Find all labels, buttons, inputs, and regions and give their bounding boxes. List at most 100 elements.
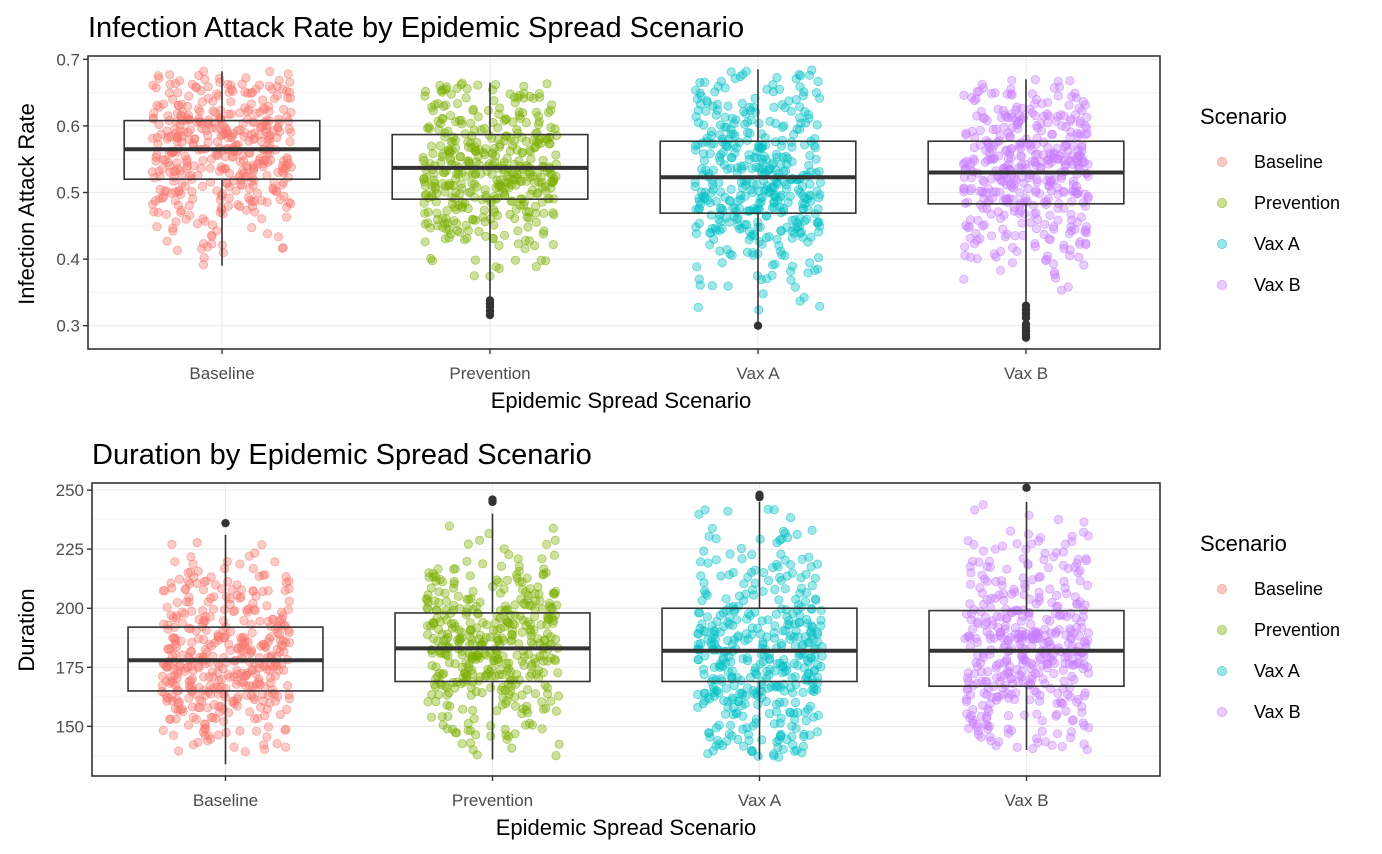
jitter-point-prevention	[533, 119, 544, 130]
jitter-point-vax-a	[776, 226, 787, 236]
jitter-point-vax-a	[702, 612, 713, 622]
jitter-point-vax-b	[1042, 637, 1053, 647]
jitter-point-baseline	[212, 226, 222, 236]
jitter-point-vax-b	[1077, 707, 1087, 718]
jitter-point-prevention	[549, 589, 560, 599]
jitter-point-prevention	[435, 574, 445, 585]
jitter-point-vax-a	[774, 241, 784, 251]
jitter-point-baseline	[250, 714, 260, 724]
jitter-point-vax-b	[1049, 224, 1059, 234]
jitter-point-vax-b	[995, 265, 1006, 275]
jitter-point-vax-b	[1006, 144, 1017, 154]
jitter-point-vax-b	[1064, 100, 1074, 110]
jitter-point-prevention	[551, 706, 562, 716]
jitter-point-prevention	[525, 145, 535, 155]
jitter-point-vax-b	[959, 274, 969, 284]
jitter-point-baseline	[244, 193, 254, 203]
jitter-point-baseline	[236, 642, 246, 653]
jitter-point-vax-a	[806, 562, 816, 572]
jitter-point-baseline	[236, 632, 246, 643]
jitter-point-vax-a	[711, 196, 721, 206]
jitter-point-baseline	[165, 167, 175, 177]
jitter-point-baseline	[168, 730, 179, 741]
jitter-point-baseline	[281, 724, 291, 734]
jitter-point-baseline	[218, 248, 228, 258]
jitter-point-vax-a	[704, 728, 715, 738]
jitter-point-prevention	[495, 142, 505, 152]
legend-key-icon	[1217, 197, 1228, 208]
jitter-point-vax-b	[1065, 250, 1075, 261]
jitter-point-baseline	[163, 111, 173, 121]
jitter-point-prevention	[549, 176, 559, 186]
jitter-point-baseline	[176, 205, 187, 216]
jitter-point-vax-a	[812, 264, 823, 274]
jitter-point-vax-a	[691, 229, 702, 239]
jitter-point-baseline	[258, 95, 268, 105]
jitter-point-vax-b	[1081, 239, 1091, 250]
jitter-point-prevention	[441, 596, 452, 607]
jitter-point-prevention	[469, 125, 479, 135]
jitter-point-prevention	[422, 594, 432, 604]
jitter-point-baseline	[259, 744, 270, 755]
legend-label: Vax B	[1254, 702, 1301, 722]
jitter-point-baseline	[148, 80, 158, 90]
legend-item-prevention: Prevention	[1217, 193, 1340, 213]
jitter-point-vax-b	[1035, 571, 1045, 582]
jitter-point-vax-b	[993, 207, 1004, 217]
jitter-point-prevention	[537, 554, 547, 564]
jitter-point-vax-b	[1000, 640, 1010, 650]
jitter-point-baseline	[150, 196, 160, 206]
jitter-point-prevention	[529, 241, 540, 251]
jitter-point-prevention	[438, 178, 448, 189]
jitter-point-vax-b	[974, 557, 984, 567]
jitter-point-baseline	[243, 637, 253, 647]
jitter-points	[147, 65, 1093, 315]
jitter-point-prevention	[468, 106, 478, 116]
y-axis-title: Infection Attack Rate	[14, 103, 39, 305]
jitter-point-prevention	[461, 675, 472, 685]
jitter-point-vax-a	[752, 690, 763, 701]
jitter-point-prevention	[473, 80, 483, 90]
jitter-point-baseline	[262, 732, 272, 742]
x-axis: Baseline Prevention Vax A Vax B	[189, 349, 1048, 383]
jitter-point-vax-b	[1068, 180, 1079, 190]
jitter-point-vax-b	[1053, 91, 1063, 101]
jitter-point-vax-a	[786, 682, 796, 693]
jitter-point-prevention	[423, 603, 433, 614]
jitter-point-baseline	[173, 88, 183, 98]
jitter-point-vax-a	[741, 109, 751, 119]
jitter-point-vax-b	[1082, 228, 1092, 238]
jitter-point-vax-a	[782, 222, 792, 232]
jitter-point-baseline	[166, 188, 176, 198]
jitter-point-vax-a	[742, 653, 752, 663]
jitter-point-vax-a	[737, 223, 747, 233]
jitter-point-vax-b	[1014, 633, 1025, 643]
jitter-point-baseline	[238, 677, 249, 687]
jitter-point-prevention	[508, 174, 518, 184]
jitter-point-baseline	[203, 82, 213, 92]
jitter-point-vax-b	[1041, 255, 1051, 266]
jitter-point-prevention	[513, 226, 523, 236]
jitter-point-prevention	[523, 222, 533, 232]
jitter-point-baseline	[215, 707, 225, 717]
jitter-point-vax-b	[1007, 258, 1018, 268]
jitter-point-baseline	[199, 253, 209, 263]
jitter-point-vax-a	[791, 95, 801, 105]
jitter-point-prevention	[432, 214, 443, 225]
jitter-point-prevention	[476, 169, 486, 179]
jitter-point-vax-a	[712, 99, 723, 110]
y-tick-label: 225	[56, 540, 84, 559]
jitter-point-vax-b	[975, 126, 985, 136]
jitter-point-baseline	[269, 94, 279, 104]
jitter-point-prevention	[537, 182, 547, 192]
jitter-point-vax-b	[1079, 720, 1089, 731]
jitter-point-vax-a	[780, 555, 790, 565]
jitter-point-prevention	[492, 193, 502, 203]
jitter-point-vax-a	[748, 179, 758, 189]
jitter-point-vax-a	[773, 195, 783, 206]
jitter-point-vax-a	[742, 135, 752, 145]
jitter-point-baseline	[233, 200, 243, 210]
jitter-point-vax-b	[1027, 658, 1037, 669]
jitter-point-vax-a	[715, 187, 726, 197]
jitter-point-prevention	[513, 93, 523, 103]
